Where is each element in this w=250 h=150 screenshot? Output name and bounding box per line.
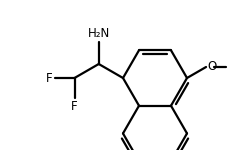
Text: O: O	[207, 60, 216, 74]
Text: F: F	[46, 72, 52, 84]
Text: H₂N: H₂N	[88, 27, 110, 40]
Text: F: F	[71, 100, 78, 113]
